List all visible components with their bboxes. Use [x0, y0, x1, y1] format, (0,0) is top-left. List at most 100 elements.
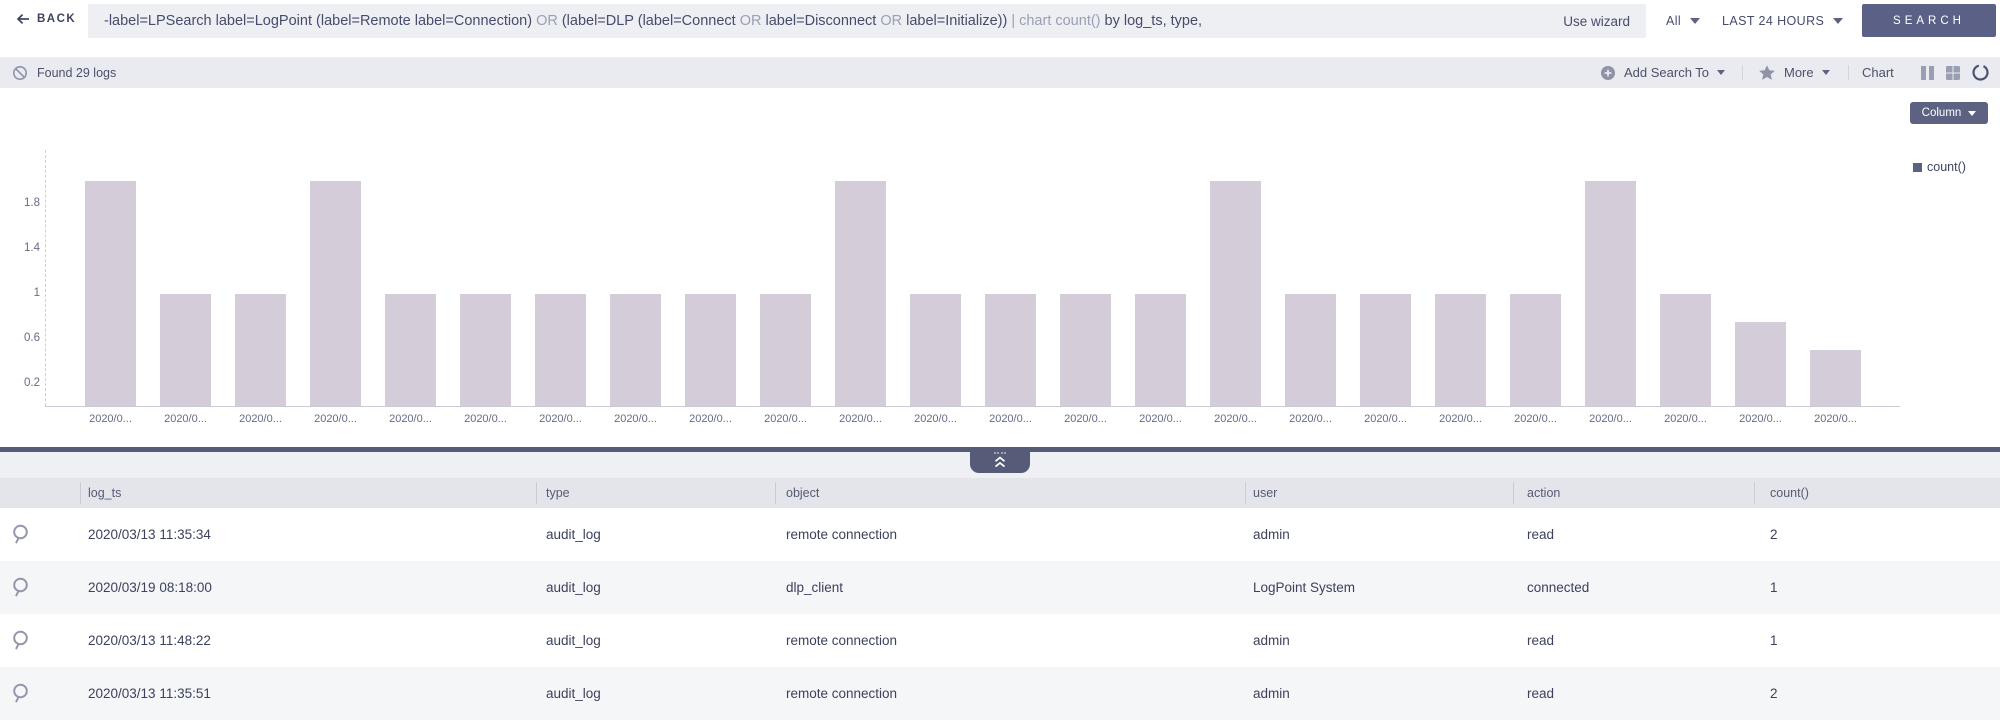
column-header-action: action — [1527, 486, 1561, 500]
chart-bar[interactable] — [85, 181, 136, 406]
query-segment: -label=LPSearch label=LogPoint (label=Re… — [104, 13, 537, 29]
x-axis-label: 2020/0... — [839, 413, 882, 425]
column-header-object: object — [786, 486, 820, 500]
chart-bar[interactable] — [1435, 293, 1486, 406]
chart-bar[interactable] — [1360, 293, 1411, 406]
cell-object: dlp_client — [786, 580, 844, 595]
y-axis-tick: 1.4 — [24, 241, 40, 254]
cell-action: read — [1527, 527, 1555, 542]
x-axis-label: 2020/0... — [614, 413, 657, 425]
y-axis-tick: 0.2 — [24, 376, 40, 389]
add-search-to-dropdown[interactable]: Add Search To — [1600, 57, 1726, 88]
table-row: 2020/03/13 11:48:22 audit_log remote conne… — [0, 614, 2000, 667]
cell-count: 1 — [1770, 633, 1778, 648]
x-axis-label: 2020/0... — [1064, 413, 1107, 425]
x-axis-label: 2020/0... — [314, 413, 357, 425]
chart-label: Chart — [1862, 65, 1894, 80]
magnifier-icon[interactable] — [10, 629, 32, 656]
chart-bar[interactable] — [1810, 349, 1861, 406]
collapse-chart-button[interactable] — [970, 447, 1030, 473]
column-chart-icon[interactable] — [1920, 64, 1935, 82]
star-icon — [1759, 65, 1775, 80]
grip-dots — [994, 451, 1006, 454]
search-query-input[interactable]: -label=LPSearch label=LogPoint (label=Re… — [88, 4, 1646, 38]
cell-type: audit_log — [546, 686, 601, 701]
cell-type: audit_log — [546, 580, 601, 595]
cell-count: 1 — [1770, 580, 1778, 595]
search-button[interactable]: SEARCH — [1862, 4, 1996, 37]
chart-type-selector[interactable]: Column — [1910, 102, 1988, 124]
cell-log_ts: 2020/03/13 11:35:34 — [88, 527, 211, 542]
repo-scope-value: All — [1666, 14, 1682, 28]
chart-bar[interactable] — [1585, 181, 1636, 406]
query-segment: (label=DLP (label=Connect — [557, 13, 740, 29]
column-header-count: count() — [1770, 486, 1809, 500]
legend-swatch — [1913, 162, 1922, 172]
cell-action: read — [1527, 633, 1555, 648]
x-axis-label: 2020/0... — [464, 413, 507, 425]
chart-bar[interactable] — [310, 181, 361, 406]
chart-bar[interactable] — [835, 181, 886, 406]
chart-bar[interactable] — [1060, 293, 1111, 406]
cell-log_ts: 2020/03/19 08:18:00 — [88, 580, 212, 595]
chart-bar[interactable] — [760, 293, 811, 406]
chart-bar[interactable] — [385, 293, 436, 406]
cell-log_ts: 2020/03/13 11:48:22 — [88, 633, 211, 648]
cell-type: audit_log — [546, 633, 601, 648]
magnifier-icon[interactable] — [10, 576, 32, 603]
table-row: 2020/03/13 11:35:34 audit_log remote conne… — [0, 508, 2000, 561]
chart-bar[interactable] — [1735, 321, 1786, 406]
column-separator — [1245, 482, 1246, 504]
chart-bar[interactable] — [1135, 293, 1186, 406]
cell-log_ts: 2020/03/13 11:35:51 — [88, 686, 211, 701]
chart-bar[interactable] — [1660, 293, 1711, 406]
magnifier-icon[interactable] — [10, 682, 32, 709]
chart-bar[interactable] — [235, 293, 286, 406]
search-query: -label=LPSearch label=LogPoint (label=Re… — [104, 13, 1549, 29]
chart-bar[interactable] — [1285, 293, 1336, 406]
chart-bar[interactable] — [535, 293, 586, 406]
query-segment: OR — [536, 13, 558, 29]
chart-bar[interactable] — [460, 293, 511, 406]
y-axis-tick: 1.8 — [24, 196, 40, 209]
chart-panel: Column count() 1.8 1.4 1 0.6 0.2 2020/0... 20… — [0, 88, 2000, 447]
more-dropdown[interactable]: More — [1758, 57, 1830, 88]
back-button[interactable]: BACK — [16, 13, 76, 25]
donut-chart-icon[interactable] — [1971, 63, 1990, 82]
caret-down-icon — [1690, 18, 1701, 24]
results-toolbar: Found 29 logs Add Search To More Chart — [0, 57, 2000, 88]
top-bar: BACK -label=LPSearch label=LogPoint (lab… — [0, 0, 2000, 57]
back-arrow-icon — [16, 13, 29, 25]
cell-count: 2 — [1770, 686, 1778, 701]
chart-bar[interactable] — [160, 293, 211, 406]
column-separator — [1754, 482, 1755, 504]
x-axis-label: 2020/0... — [89, 413, 132, 425]
x-axis-label: 2020/0... — [1589, 413, 1632, 425]
column-separator — [775, 482, 776, 504]
use-wizard-link[interactable]: Use wizard — [1563, 13, 1630, 29]
chart-bar[interactable] — [910, 293, 961, 406]
chart-bar[interactable] — [1210, 181, 1261, 406]
repo-scope-dropdown[interactable]: All — [1666, 0, 1701, 42]
chart-bar[interactable] — [610, 293, 661, 406]
legend-label: count() — [1927, 160, 1966, 174]
query-segment: OR — [739, 13, 762, 29]
result-count-text: Found 29 logs — [37, 65, 117, 80]
time-range-dropdown[interactable]: LAST 24 HOURS — [1722, 0, 1844, 42]
cell-user: admin — [1253, 527, 1290, 542]
chart-label-group: Chart — [1862, 57, 1894, 88]
x-axis-label: 2020/0... — [764, 413, 807, 425]
query-segment: label=Disconnect — [761, 13, 881, 29]
chart-bar[interactable] — [685, 293, 736, 406]
chart-type-value: Column — [1921, 107, 1962, 119]
chart-legend[interactable]: count() — [1913, 160, 1966, 174]
chart-bar[interactable] — [985, 293, 1036, 406]
magnifier-icon[interactable] — [10, 523, 32, 550]
x-axis-label: 2020/0... — [1739, 413, 1782, 425]
y-axis-tick: 0.6 — [24, 331, 40, 344]
query-segment: | chart count() — [1011, 13, 1105, 29]
x-axis-label: 2020/0... — [1214, 413, 1257, 425]
chart-bar[interactable] — [1510, 293, 1561, 406]
grid-chart-icon[interactable] — [1945, 65, 1961, 81]
